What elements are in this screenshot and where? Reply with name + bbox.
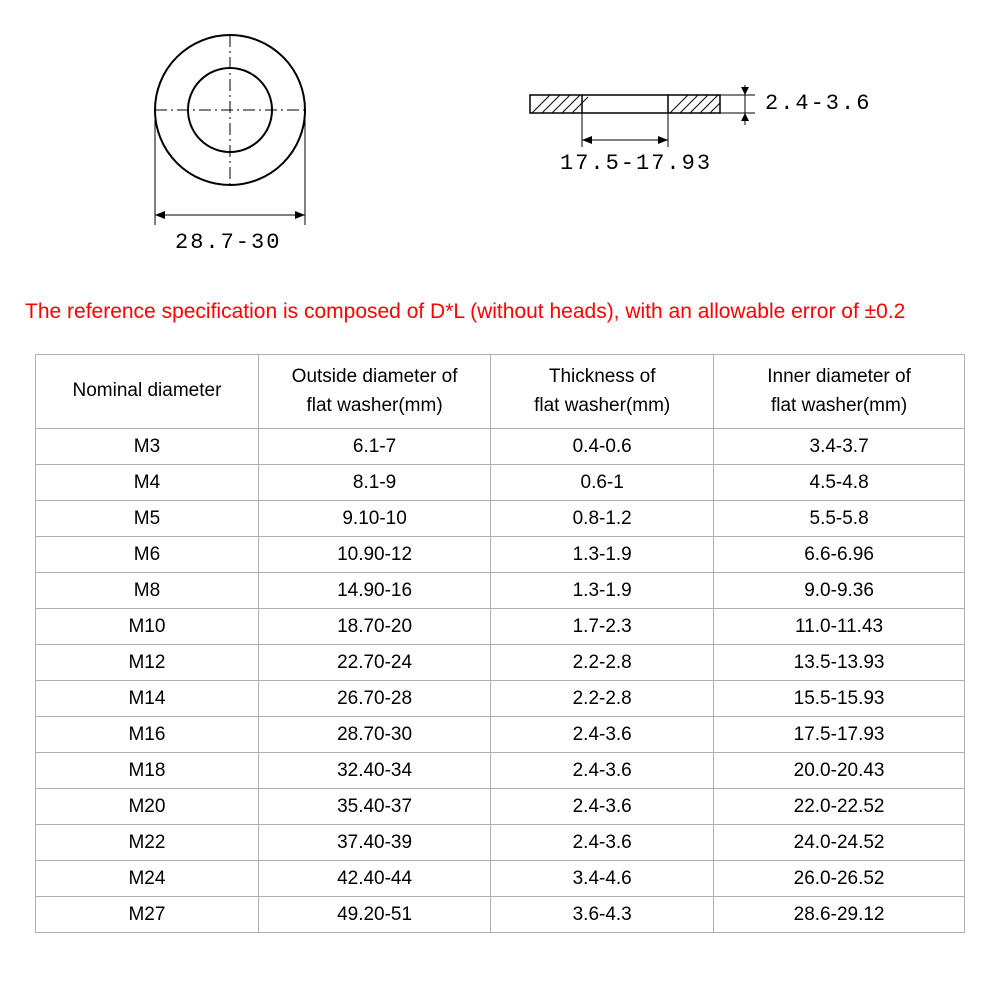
table-cell: 49.20-51 <box>258 897 490 933</box>
table-cell: M5 <box>36 501 259 537</box>
table-cell: M8 <box>36 573 259 609</box>
table-cell: M24 <box>36 861 259 897</box>
table-cell: M6 <box>36 537 259 573</box>
table-cell: M22 <box>36 825 259 861</box>
table-cell: 22.0-22.52 <box>714 789 965 825</box>
table-row: M1426.70-282.2-2.815.5-15.93 <box>36 681 965 717</box>
table-row: M610.90-121.3-1.96.6-6.96 <box>36 537 965 573</box>
table-row: M36.1-70.4-0.63.4-3.7 <box>36 429 965 465</box>
table-cell: 28.70-30 <box>258 717 490 753</box>
technical-diagram: 28.7-30 <box>0 0 1000 290</box>
table-cell: 5.5-5.8 <box>714 501 965 537</box>
table-cell: 8.1-9 <box>258 465 490 501</box>
col-header-outside: Outside diameter offlat washer(mm) <box>258 355 490 429</box>
table-cell: 35.40-37 <box>258 789 490 825</box>
table-cell: 4.5-4.8 <box>714 465 965 501</box>
table-row: M59.10-100.8-1.25.5-5.8 <box>36 501 965 537</box>
table-cell: 2.2-2.8 <box>491 645 714 681</box>
table-row: M48.1-90.6-14.5-4.8 <box>36 465 965 501</box>
table-cell: 0.8-1.2 <box>491 501 714 537</box>
col-header-nominal: Nominal diameter <box>36 355 259 429</box>
table-row: M2035.40-372.4-3.622.0-22.52 <box>36 789 965 825</box>
table-cell: 20.0-20.43 <box>714 753 965 789</box>
table-cell: 24.0-24.52 <box>714 825 965 861</box>
table-cell: 0.6-1 <box>491 465 714 501</box>
table-cell: M10 <box>36 609 259 645</box>
table-cell: M12 <box>36 645 259 681</box>
table-cell: 9.10-10 <box>258 501 490 537</box>
table-cell: M4 <box>36 465 259 501</box>
table-cell: 2.4-3.6 <box>491 753 714 789</box>
table-cell: 11.0-11.43 <box>714 609 965 645</box>
table-cell: M3 <box>36 429 259 465</box>
table-cell: 2.4-3.6 <box>491 789 714 825</box>
table-cell: 2.4-3.6 <box>491 825 714 861</box>
table-cell: 10.90-12 <box>258 537 490 573</box>
table-cell: 28.6-29.12 <box>714 897 965 933</box>
table-header-row: Nominal diameter Outside diameter offlat… <box>36 355 965 429</box>
table-row: M814.90-161.3-1.99.0-9.36 <box>36 573 965 609</box>
table-row: M1222.70-242.2-2.813.5-13.93 <box>36 645 965 681</box>
table-cell: 26.0-26.52 <box>714 861 965 897</box>
col-header-inner: Inner diameter offlat washer(mm) <box>714 355 965 429</box>
table-cell: 9.0-9.36 <box>714 573 965 609</box>
table-cell: 1.7-2.3 <box>491 609 714 645</box>
thickness-label: 2.4-3.6 <box>765 91 871 116</box>
table-cell: 14.90-16 <box>258 573 490 609</box>
specification-table: Nominal diameter Outside diameter offlat… <box>35 354 965 933</box>
table-cell: 2.2-2.8 <box>491 681 714 717</box>
inner-diameter-label: 17.5-17.93 <box>560 151 712 176</box>
table-cell: 37.40-39 <box>258 825 490 861</box>
table-cell: 15.5-15.93 <box>714 681 965 717</box>
table-cell: 3.4-3.7 <box>714 429 965 465</box>
table-cell: M27 <box>36 897 259 933</box>
table-cell: 32.40-34 <box>258 753 490 789</box>
table-cell: 3.4-4.6 <box>491 861 714 897</box>
washer-top-view: 28.7-30 <box>140 20 360 285</box>
table-cell: M18 <box>36 753 259 789</box>
table-cell: 22.70-24 <box>258 645 490 681</box>
table-cell: M20 <box>36 789 259 825</box>
washer-side-view: 2.4-3.6 17.5-17.93 <box>520 85 900 220</box>
table-cell: 2.4-3.6 <box>491 717 714 753</box>
table-cell: M14 <box>36 681 259 717</box>
table-row: M2442.40-443.4-4.626.0-26.52 <box>36 861 965 897</box>
table-cell: 6.6-6.96 <box>714 537 965 573</box>
table-row: M2237.40-392.4-3.624.0-24.52 <box>36 825 965 861</box>
table-cell: 18.70-20 <box>258 609 490 645</box>
table-cell: 17.5-17.93 <box>714 717 965 753</box>
table-cell: 26.70-28 <box>258 681 490 717</box>
table-row: M1628.70-302.4-3.617.5-17.93 <box>36 717 965 753</box>
specification-note: The reference specification is composed … <box>0 300 1000 324</box>
table-cell: 6.1-7 <box>258 429 490 465</box>
table-cell: 3.6-4.3 <box>491 897 714 933</box>
table-cell: 1.3-1.9 <box>491 573 714 609</box>
table-row: M1018.70-201.7-2.311.0-11.43 <box>36 609 965 645</box>
table-cell: M16 <box>36 717 259 753</box>
table-row: M1832.40-342.4-3.620.0-20.43 <box>36 753 965 789</box>
table-cell: 0.4-0.6 <box>491 429 714 465</box>
table-cell: 1.3-1.9 <box>491 537 714 573</box>
table-cell: 42.40-44 <box>258 861 490 897</box>
col-header-thickness: Thickness offlat washer(mm) <box>491 355 714 429</box>
outer-diameter-label: 28.7-30 <box>175 230 281 255</box>
table-cell: 13.5-13.93 <box>714 645 965 681</box>
table-row: M2749.20-513.6-4.328.6-29.12 <box>36 897 965 933</box>
